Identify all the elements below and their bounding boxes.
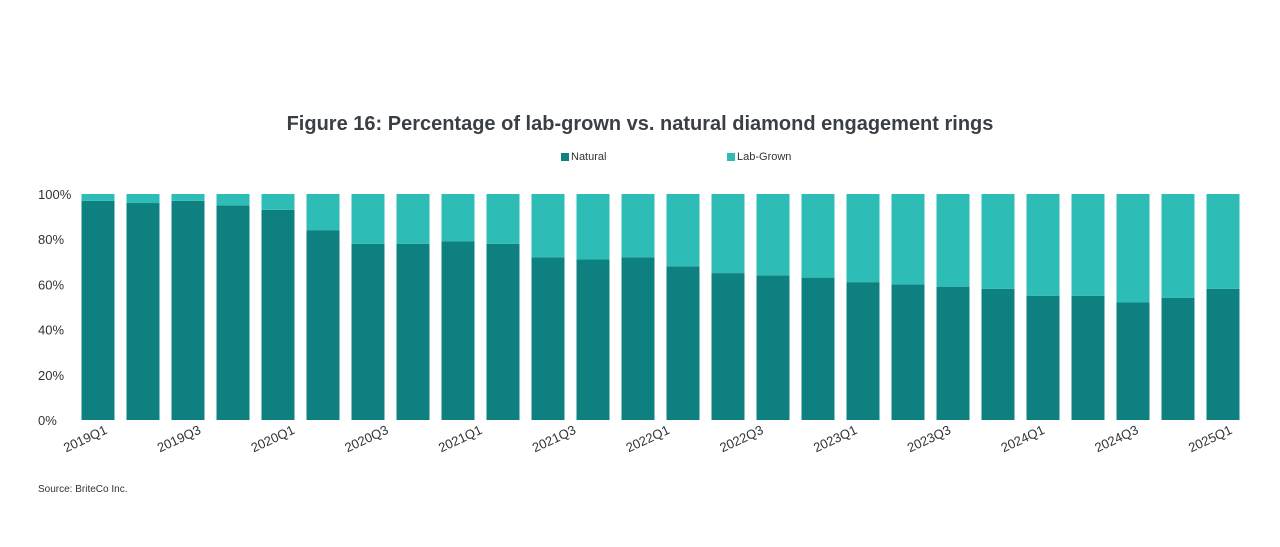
bar-lab-grown bbox=[801, 194, 835, 278]
bar-natural bbox=[441, 241, 475, 420]
x-tick-label: 2020Q1 bbox=[248, 422, 296, 455]
legend-swatch-natural bbox=[561, 153, 569, 161]
bar-natural bbox=[171, 200, 205, 420]
bar-lab-grown bbox=[306, 194, 340, 231]
bar-lab-grown bbox=[1071, 194, 1105, 296]
bar-lab-grown bbox=[441, 194, 475, 242]
x-tick-label: 2021Q1 bbox=[436, 422, 484, 455]
x-tick-label: 2019Q3 bbox=[155, 422, 203, 455]
legend-swatch-lab-grown bbox=[727, 153, 735, 161]
bar-natural bbox=[1071, 295, 1105, 420]
bar-lab-grown bbox=[1116, 194, 1150, 303]
bar-natural bbox=[1116, 302, 1150, 420]
bar-natural bbox=[306, 230, 340, 420]
bar-natural bbox=[531, 257, 565, 420]
bar-lab-grown bbox=[126, 194, 160, 204]
bar-natural bbox=[981, 288, 1015, 420]
x-tick-label: 2019Q1 bbox=[61, 422, 109, 455]
bar-lab-grown bbox=[711, 194, 745, 274]
bar-lab-grown bbox=[981, 194, 1015, 289]
legend-natural: Natural bbox=[561, 151, 606, 163]
y-tick-label: 100% bbox=[38, 187, 72, 202]
bar-natural bbox=[621, 257, 655, 420]
bar-lab-grown bbox=[1026, 194, 1060, 296]
bar-lab-grown bbox=[846, 194, 880, 283]
bar-lab-grown bbox=[936, 194, 970, 287]
y-tick-label: 0% bbox=[38, 413, 57, 428]
bar-lab-grown bbox=[666, 194, 700, 267]
bar-natural bbox=[891, 284, 925, 420]
bar-lab-grown bbox=[1206, 194, 1240, 289]
bar-natural bbox=[396, 243, 430, 420]
bar-natural bbox=[801, 277, 835, 420]
bar-lab-grown bbox=[81, 194, 115, 201]
bar-lab-grown bbox=[216, 194, 250, 206]
x-tick-label: 2022Q1 bbox=[623, 422, 671, 455]
bar-natural bbox=[576, 259, 610, 420]
bar-natural bbox=[1026, 295, 1060, 420]
source-note: Source: BriteCo Inc. bbox=[38, 484, 128, 495]
legend-lab-grown: Lab-Grown bbox=[727, 151, 791, 163]
legend-label-natural: Natural bbox=[571, 151, 607, 163]
bar-lab-grown bbox=[261, 194, 295, 210]
bar-natural bbox=[81, 200, 115, 420]
bar-lab-grown bbox=[891, 194, 925, 285]
bar-natural bbox=[711, 273, 745, 420]
bar-natural bbox=[756, 275, 790, 420]
x-tick-label: 2023Q1 bbox=[811, 422, 859, 455]
bar-lab-grown bbox=[531, 194, 565, 258]
y-tick-label: 60% bbox=[38, 277, 64, 292]
chart-title: Figure 16: Percentage of lab-grown vs. n… bbox=[286, 113, 994, 135]
bar-natural bbox=[936, 286, 970, 420]
x-tick-label: 2022Q3 bbox=[717, 422, 765, 455]
y-tick-label: 40% bbox=[38, 323, 64, 338]
bar-natural bbox=[666, 266, 700, 420]
bar-natural bbox=[1206, 288, 1240, 420]
bar-natural bbox=[846, 282, 880, 420]
bar-lab-grown bbox=[171, 194, 205, 201]
bar-lab-grown bbox=[396, 194, 430, 244]
bar-lab-grown bbox=[621, 194, 655, 258]
bar-lab-grown bbox=[576, 194, 610, 260]
bar-natural bbox=[351, 243, 385, 420]
bar-lab-grown bbox=[756, 194, 790, 276]
y-tick-label: 20% bbox=[38, 368, 64, 383]
x-tick-label: 2023Q3 bbox=[905, 422, 953, 455]
x-tick-label: 2024Q1 bbox=[998, 422, 1046, 455]
bar-lab-grown bbox=[486, 194, 520, 244]
x-tick-label: 2024Q3 bbox=[1092, 422, 1140, 455]
bar-natural bbox=[216, 205, 250, 420]
bar-lab-grown bbox=[1161, 194, 1195, 298]
x-tick-label: 2025Q1 bbox=[1186, 422, 1234, 455]
bar-natural bbox=[126, 203, 160, 420]
x-tick-label: 2020Q3 bbox=[342, 422, 390, 455]
bar-natural bbox=[486, 243, 520, 420]
bar-lab-grown bbox=[351, 194, 385, 244]
bar-natural bbox=[261, 209, 295, 420]
bar-natural bbox=[1161, 297, 1195, 420]
legend-label-lab-grown: Lab-Grown bbox=[737, 151, 792, 163]
x-tick-label: 2021Q3 bbox=[530, 422, 578, 455]
y-tick-label: 80% bbox=[38, 232, 64, 247]
